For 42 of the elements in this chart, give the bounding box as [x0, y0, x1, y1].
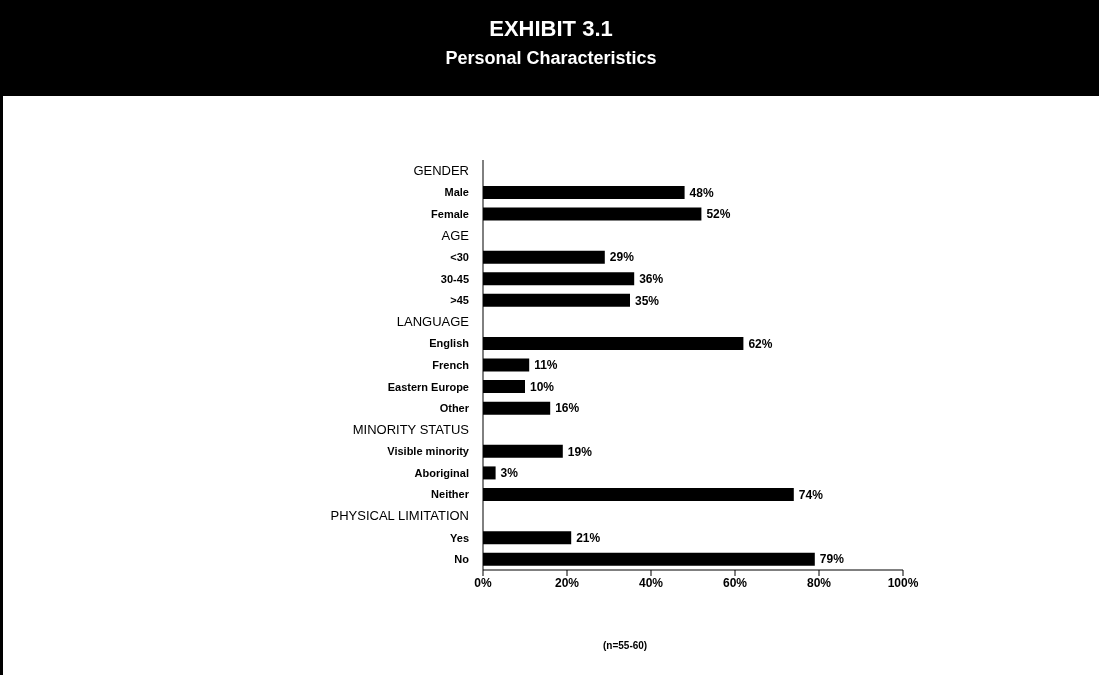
y-tick-label: Yes — [450, 531, 469, 544]
y-tick-label: Aboriginal — [414, 466, 469, 479]
data-label: 10% — [530, 379, 555, 394]
data-label: 79% — [819, 552, 845, 567]
chart-title: EXHIBIT 3.1 — [488, 16, 614, 42]
y-tick-label: LANGUAGE — [396, 313, 470, 329]
y-tick-label: No — [454, 553, 470, 566]
x-tick-label: 40% — [638, 575, 664, 590]
x-tick-label: 100% — [887, 575, 919, 590]
y-tick-label: AGE — [441, 227, 470, 243]
chart-subtitle: Personal Characteristics — [444, 48, 658, 69]
data-label: 48% — [689, 185, 714, 200]
y-tick-label: Male — [444, 186, 469, 199]
data-label: 19% — [567, 444, 593, 459]
y-tick-label: Visible minority — [387, 445, 470, 458]
x-tick-label: 60% — [722, 575, 748, 590]
data-label: 35% — [635, 293, 660, 308]
x-tick-label: 20% — [554, 575, 580, 590]
y-tick-label: Eastern Europe — [387, 380, 469, 393]
y-tick-label: <30 — [450, 251, 469, 264]
y-tick-label: >45 — [450, 294, 469, 307]
y-tick-label: MINORITY STATUS — [352, 421, 470, 437]
data-label: 62% — [748, 336, 773, 351]
data-label: 52% — [706, 207, 731, 222]
data-label: 3% — [500, 466, 519, 481]
y-tick-label: GENDER — [413, 162, 469, 178]
y-tick-label: Female — [431, 207, 469, 220]
x-tick-label: 0% — [474, 575, 492, 590]
y-tick-label: English — [429, 337, 470, 350]
y-tick-label: Other — [439, 402, 470, 415]
data-label: 29% — [609, 250, 635, 265]
data-label: 11% — [534, 358, 558, 373]
y-tick-label: Neither — [431, 488, 470, 501]
x-tick-label: 80% — [806, 575, 832, 590]
data-label: 16% — [555, 401, 580, 416]
data-label: 21% — [576, 530, 601, 545]
y-tick-label: 30-45 — [440, 272, 469, 285]
text: (n=55-60) — [603, 640, 648, 651]
data-label: 74% — [798, 487, 824, 502]
data-label: 36% — [639, 271, 664, 286]
y-tick-label: French — [432, 359, 470, 371]
y-tick-label: PHYSICAL LIMITATION — [330, 508, 469, 524]
